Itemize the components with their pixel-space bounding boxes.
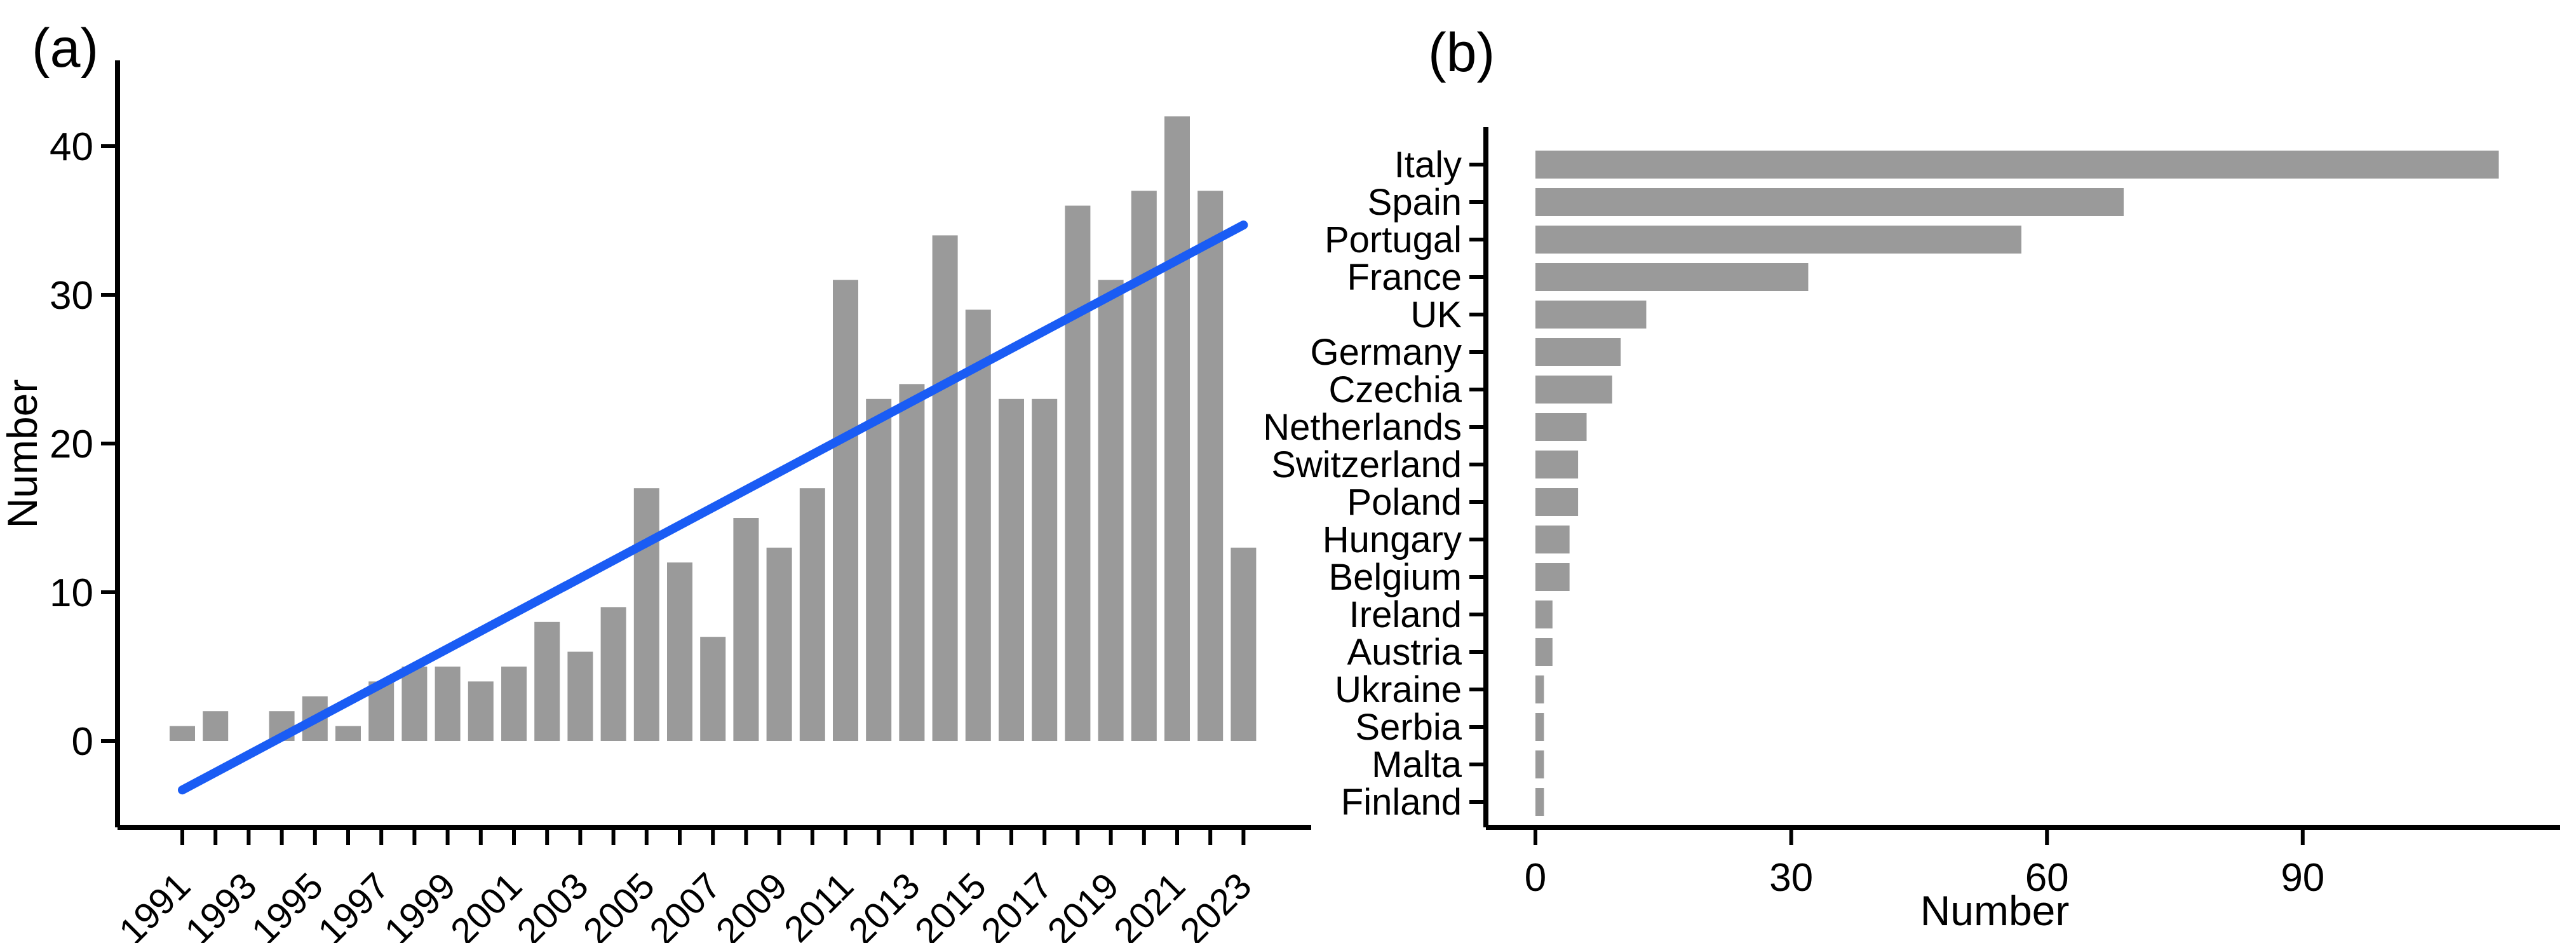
panel-b-country-label-france: France bbox=[1347, 257, 1462, 298]
panel-b-country-label-ukraine: Ukraine bbox=[1335, 669, 1462, 710]
panel-b-bar-poland bbox=[1535, 488, 1579, 516]
panel-b-bar-uk bbox=[1535, 301, 1647, 329]
panel-a-bar-2015 bbox=[965, 309, 991, 741]
panel-b-bar-italy bbox=[1535, 151, 2499, 179]
panel-b-country-label-netherlands: Netherlands bbox=[1263, 407, 1462, 448]
panel-b-country-label-switzerland: Switzerland bbox=[1271, 444, 1462, 485]
panel-b-country-label-serbia: Serbia bbox=[1355, 707, 1462, 748]
panel-b-country-label-spain: Spain bbox=[1368, 182, 1462, 223]
panel-b-bar-france bbox=[1535, 263, 1809, 291]
panel-b-country-label-ireland: Ireland bbox=[1349, 594, 1462, 635]
panel-b-tag: (b) bbox=[1428, 22, 1495, 83]
panel-a-bar-2017 bbox=[1032, 398, 1058, 741]
panel-a-bar-2004 bbox=[600, 607, 626, 741]
panel-a-bar-2016 bbox=[999, 398, 1024, 741]
panel-b-bar-austria bbox=[1535, 638, 1553, 666]
panel-a-y-tick-label-10: 10 bbox=[50, 571, 93, 615]
panel-a-bar-2003 bbox=[567, 651, 593, 741]
panel-b-bar-hungary bbox=[1535, 526, 1570, 553]
panel-b-x-axis-title: Number bbox=[1920, 887, 2070, 934]
panel-a-bar-2019 bbox=[1098, 280, 1124, 742]
panel-a-bar-2021 bbox=[1164, 116, 1190, 741]
panel-a-bar-2005 bbox=[633, 488, 659, 741]
panel-a-trend-line bbox=[178, 220, 1248, 795]
panel-b-bar-czechia bbox=[1535, 376, 1612, 404]
panel-a-bar-2018 bbox=[1065, 205, 1091, 742]
panel-a-bar-2010 bbox=[799, 488, 825, 741]
panel-a-bar-2014 bbox=[932, 235, 958, 741]
panel-b-bar-ukraine bbox=[1535, 675, 1544, 703]
panel-a-bar-2002 bbox=[534, 621, 560, 741]
panel-b-bar-switzerland bbox=[1535, 451, 1579, 478]
panel-a-bar-2011 bbox=[833, 280, 858, 742]
panel-b-country-label-portugal: Portugal bbox=[1325, 219, 1462, 261]
panel-b-bar-portugal bbox=[1535, 226, 2021, 254]
panel-b-bar-ireland bbox=[1535, 600, 1553, 628]
panel-a: (a)0102030401991199319951997199920012003… bbox=[0, 18, 1311, 943]
panel-a-bar-2001 bbox=[501, 667, 527, 741]
panel-a-y-tick-label-20: 20 bbox=[50, 423, 93, 466]
panel-b-country-label-malta: Malta bbox=[1372, 744, 1462, 785]
panel-a-bar-2012 bbox=[866, 398, 892, 741]
panel-a-y-axis-title: Number bbox=[0, 379, 46, 529]
panel-b-country-label-austria: Austria bbox=[1347, 632, 1462, 673]
panel-b-x-tick-label-0: 0 bbox=[1525, 856, 1546, 900]
panel-b-x-tick-label-30: 30 bbox=[1769, 856, 1813, 900]
panel-a-bar-2000 bbox=[468, 681, 494, 741]
panel-b-bar-belgium bbox=[1535, 563, 1570, 591]
panel-b-country-label-belgium: Belgium bbox=[1328, 557, 1462, 598]
panel-a-x-tick-label-2009: 2009 bbox=[708, 865, 795, 943]
panel-b-country-label-uk: UK bbox=[1410, 294, 1462, 336]
panel-a-bar-2013 bbox=[899, 384, 925, 741]
panel-b-country-label-czechia: Czechia bbox=[1328, 369, 1462, 410]
panel-a-bar-1999 bbox=[435, 667, 461, 741]
panel-a-y-tick-label-30: 30 bbox=[50, 274, 93, 318]
panel-a-bar-1991 bbox=[170, 726, 195, 741]
panel-a-bar-2023 bbox=[1231, 547, 1257, 741]
panel-a-tag: (a) bbox=[32, 18, 98, 79]
panel-a-x-tick-label-2023: 2023 bbox=[1172, 865, 1259, 943]
panel-b-country-label-poland: Poland bbox=[1347, 482, 1462, 523]
panel-b-bar-germany bbox=[1535, 338, 1621, 366]
panel-a-bar-2009 bbox=[766, 547, 792, 741]
panel-a-bar-2008 bbox=[733, 518, 759, 741]
panel-a-y-tick-label-40: 40 bbox=[50, 125, 93, 169]
panel-a-bar-1998 bbox=[401, 667, 428, 741]
panel-b-bar-finland bbox=[1535, 788, 1544, 816]
panel-b: (b) ItalySpainPortugalFranceUKGermanyCzec… bbox=[1263, 22, 2560, 934]
panel-a-y-tick-label-0: 0 bbox=[72, 720, 93, 764]
panel-b-bar-serbia bbox=[1535, 713, 1544, 741]
panel-a-bar-1996 bbox=[335, 726, 361, 741]
panel-b-x-tick-label-60: 60 bbox=[2025, 856, 2069, 900]
panel-a-bar-2022 bbox=[1197, 191, 1224, 741]
panel-a-bar-1992 bbox=[203, 711, 229, 741]
panel-b-country-label-hungary: Hungary bbox=[1323, 519, 1462, 560]
panel-b-country-label-finland: Finland bbox=[1341, 782, 1462, 823]
panel-b-bar-spain bbox=[1535, 188, 2124, 216]
panel-b-x-tick-label-90: 90 bbox=[2281, 856, 2324, 900]
panel-b-country-label-italy: Italy bbox=[1394, 144, 1462, 186]
panel-b-bar-malta bbox=[1535, 750, 1544, 778]
panel-b-bar-netherlands bbox=[1535, 413, 1587, 441]
panel-a-bar-2007 bbox=[700, 637, 726, 741]
panel-b-country-label-germany: Germany bbox=[1310, 332, 1462, 373]
panel-a-bar-2006 bbox=[667, 562, 692, 741]
